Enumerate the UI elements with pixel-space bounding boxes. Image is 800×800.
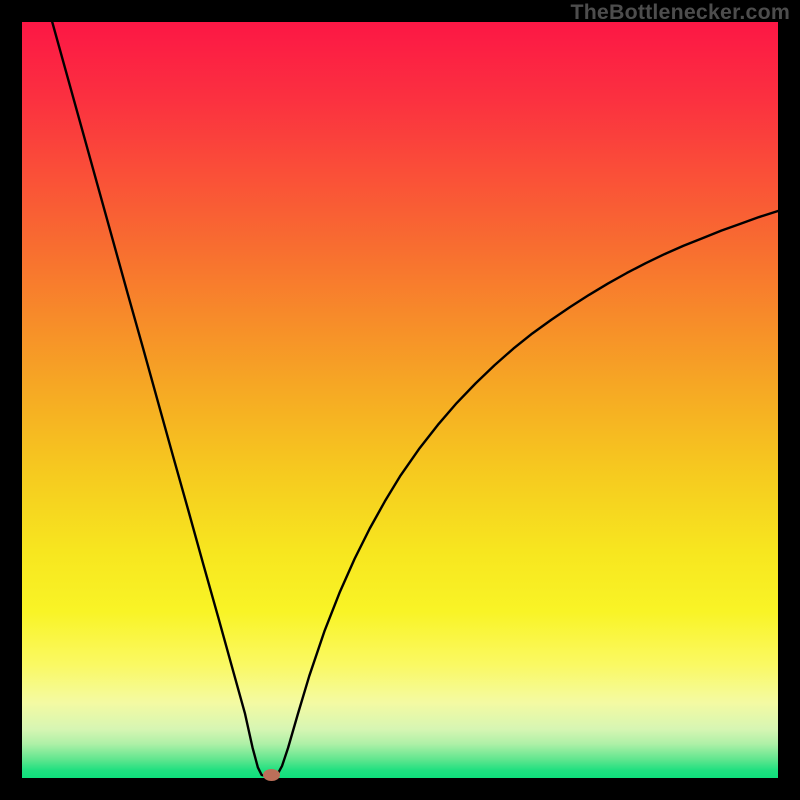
plot-area [22,22,778,778]
gradient-background [22,22,778,778]
minimum-marker [263,769,280,781]
stage: TheBottlenecker.com [0,0,800,800]
watermark-text: TheBottlenecker.com [570,0,790,25]
